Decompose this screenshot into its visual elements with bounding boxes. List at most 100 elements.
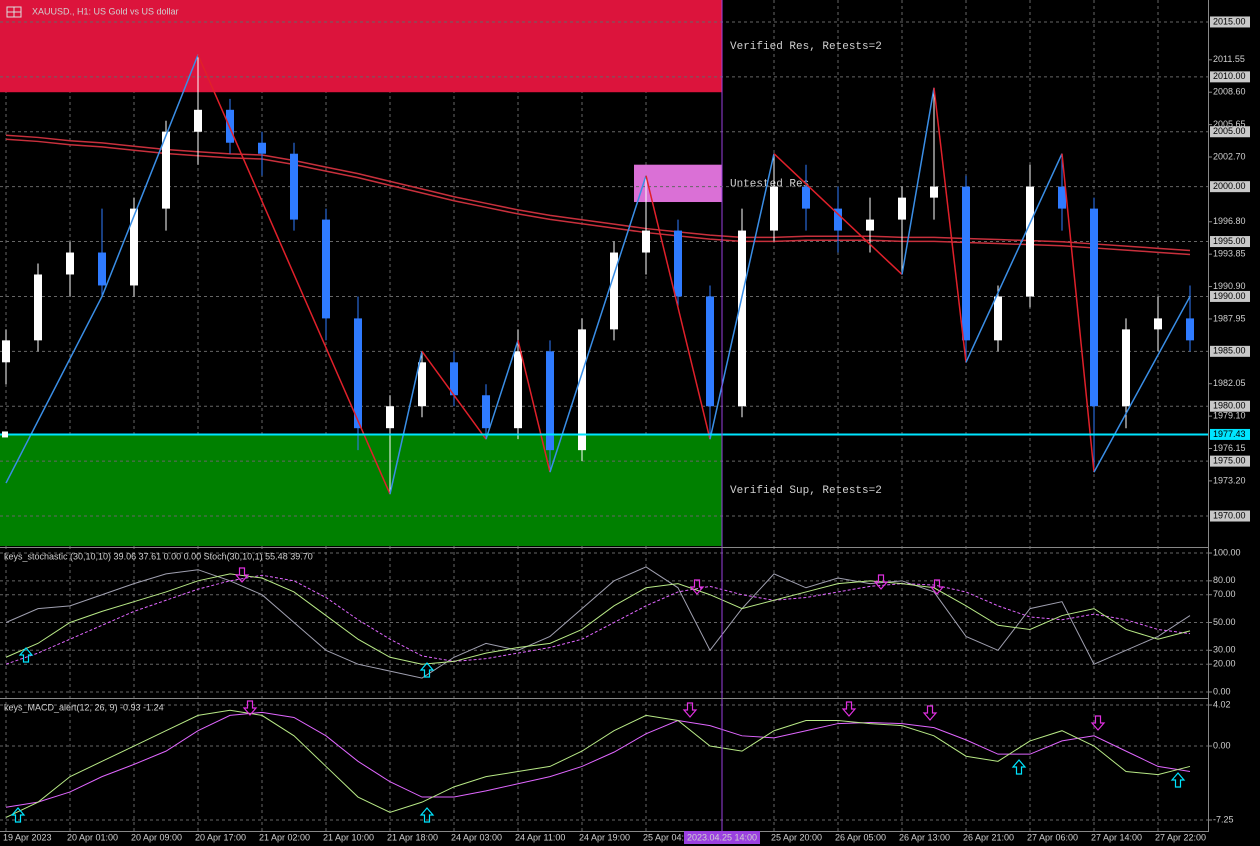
x-tick-label: 24 Apr 03:00 bbox=[451, 832, 502, 842]
indicator-line bbox=[5, 709, 1191, 818]
x-tick-label: 27 Apr 22:00 bbox=[1155, 832, 1206, 842]
candle-body bbox=[834, 208, 842, 231]
candle-body bbox=[66, 252, 74, 275]
indicator-title: keys_MACD_alert(12, 26, 9) -0.93 -1.24 bbox=[4, 702, 164, 712]
zigzag-segment bbox=[645, 175, 711, 440]
x-tick-label: 25 Apr 04:00 bbox=[643, 832, 694, 842]
plot-layer: Verified Res, Retests=2 Untested Res Verif… bbox=[0, 0, 1250, 832]
y-tick-label: 1976.15 bbox=[1213, 443, 1246, 453]
zigzag-segment bbox=[485, 340, 519, 440]
y-tick-label: 80.00 bbox=[1213, 575, 1236, 585]
zigzag-segment bbox=[101, 54, 199, 297]
candle-body bbox=[738, 230, 746, 407]
candle-body bbox=[194, 109, 202, 132]
symbol-icon bbox=[6, 6, 22, 18]
candle-body bbox=[290, 153, 298, 220]
x-tick-label: 25 Apr 20:00 bbox=[771, 832, 822, 842]
x-tick-label: 21 Apr 18:00 bbox=[387, 832, 438, 842]
y-level-label: 1995.00 bbox=[1213, 236, 1246, 246]
line-label-box bbox=[1210, 428, 1250, 440]
zone bbox=[634, 164, 722, 203]
y-tick-label: 50.00 bbox=[1213, 617, 1236, 627]
candle-body bbox=[386, 406, 394, 429]
y-tick-label: 1982.05 bbox=[1213, 378, 1246, 388]
level-box bbox=[1210, 345, 1250, 357]
level-box bbox=[1210, 290, 1250, 302]
candle-body bbox=[162, 131, 170, 209]
y-level-label: 2015.00 bbox=[1213, 16, 1246, 26]
candle-body bbox=[1122, 329, 1130, 407]
zigzag-segment bbox=[421, 350, 487, 440]
y-level-label: 1985.00 bbox=[1213, 346, 1246, 356]
x-tick-label: 19 Apr 2023 bbox=[3, 832, 52, 842]
candle-body bbox=[802, 186, 810, 209]
zigzag-segment bbox=[965, 153, 1063, 363]
candle-body bbox=[898, 197, 906, 220]
candle-body bbox=[962, 186, 970, 341]
zigzag-segment bbox=[517, 340, 551, 473]
candle-body bbox=[322, 219, 330, 319]
candle-body bbox=[2, 340, 10, 363]
x-tick-label: 24 Apr 19:00 bbox=[579, 832, 630, 842]
candle-body bbox=[130, 208, 138, 286]
y-tick-label: 2011.55 bbox=[1213, 54, 1245, 64]
x-tick-label: 21 Apr 02:00 bbox=[259, 832, 310, 842]
y-tick-label: 1990.90 bbox=[1213, 281, 1246, 291]
y-tick-label: 2008.60 bbox=[1213, 87, 1246, 97]
moving-average bbox=[5, 134, 1191, 252]
candle-body bbox=[1186, 318, 1194, 341]
candle-body bbox=[258, 142, 266, 154]
candle-body bbox=[674, 230, 682, 297]
candle-body bbox=[514, 351, 522, 429]
candle-body bbox=[34, 274, 42, 341]
y-level-label: 1970.00 bbox=[1213, 510, 1246, 520]
candle-body bbox=[578, 329, 586, 451]
candle-body bbox=[482, 395, 490, 429]
zigzag-segment bbox=[5, 296, 103, 484]
candle-body bbox=[930, 186, 938, 198]
x-tick-label: 21 Apr 10:00 bbox=[323, 832, 374, 842]
indicator-line bbox=[5, 566, 1191, 679]
level-box bbox=[1210, 510, 1250, 522]
y-level-label: 2005.00 bbox=[1213, 126, 1246, 136]
level-box bbox=[1210, 236, 1250, 248]
x-tick-label: 26 Apr 05:00 bbox=[835, 832, 886, 842]
y-tick-label: -7.25 bbox=[1213, 814, 1234, 824]
y-tick-label: 0.00 bbox=[1213, 686, 1231, 696]
zone-label: Verified Sup, Retests=2 bbox=[730, 485, 882, 497]
candle-body bbox=[866, 219, 874, 231]
candle-body bbox=[706, 296, 714, 407]
zigzag-segment bbox=[933, 87, 967, 363]
candle-body bbox=[354, 318, 362, 429]
level-box bbox=[1210, 455, 1250, 467]
y-tick-label: 70.00 bbox=[1213, 589, 1236, 599]
level-box bbox=[1210, 16, 1250, 28]
x-tick-label: 24 Apr 11:00 bbox=[515, 832, 565, 842]
line-handle bbox=[2, 431, 8, 438]
candle-body bbox=[642, 230, 650, 253]
y-tick-label: 2002.70 bbox=[1213, 151, 1246, 161]
zigzag-segment bbox=[773, 153, 903, 276]
y-tick-label: 0.00 bbox=[1213, 740, 1231, 750]
level-box bbox=[1210, 181, 1250, 193]
y-tick-label: 2005.65 bbox=[1213, 119, 1246, 129]
level-box bbox=[1210, 71, 1250, 83]
y-level-label: 2010.00 bbox=[1213, 71, 1246, 81]
y-tick-label: 1993.85 bbox=[1213, 249, 1246, 259]
y-tick-label: 100.00 bbox=[1213, 547, 1241, 557]
zigzag-segment bbox=[549, 175, 647, 473]
y-level-label: 1975.00 bbox=[1213, 456, 1246, 466]
zone bbox=[0, 434, 722, 546]
x-tick-label: 20 Apr 17:00 bbox=[195, 832, 246, 842]
candle-body bbox=[1154, 318, 1162, 330]
indicator-line bbox=[5, 573, 1191, 665]
moving-average bbox=[5, 138, 1191, 256]
y-level-label: 1990.00 bbox=[1213, 291, 1246, 301]
zigzag-segment bbox=[709, 153, 775, 440]
y-level-label: 2000.00 bbox=[1213, 181, 1246, 191]
candle-body bbox=[1090, 208, 1098, 407]
zigzag-segment bbox=[901, 87, 935, 275]
candle-body bbox=[546, 351, 554, 451]
y-tick-label: 1996.80 bbox=[1213, 216, 1246, 226]
